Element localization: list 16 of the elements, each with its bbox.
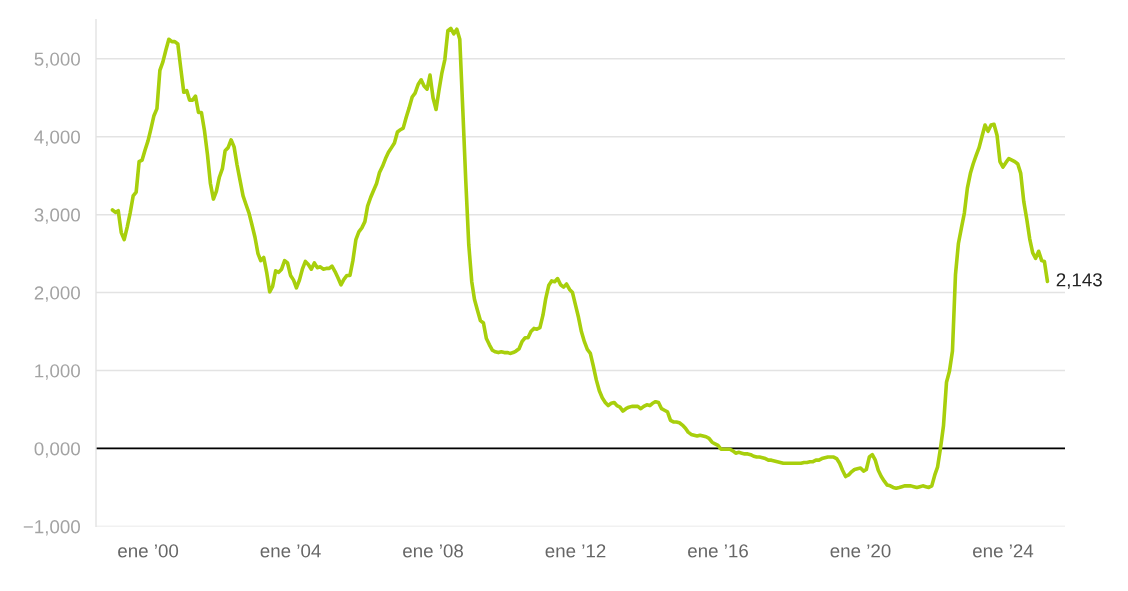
y-tick-label: 1,000 — [35, 364, 80, 380]
x-tick-label: ene ’24 — [973, 544, 1034, 558]
x-tick-label: ene ’04 — [260, 544, 321, 558]
x-tick-label: ene ’12 — [545, 544, 606, 558]
y-tick-label: 0,000 — [34, 442, 80, 458]
x-tick-label: ene ’20 — [830, 544, 891, 558]
x-tick-label: ene ’08 — [403, 544, 463, 558]
y-tick-label: 4,000 — [34, 130, 80, 146]
y-tick-label: −1,000 — [23, 520, 80, 536]
y-tick-label: 3,000 — [34, 208, 80, 224]
x-tick-label: ene ’00 — [118, 544, 179, 558]
line-series — [110, 26, 1050, 491]
x-tick-label: ene ’16 — [688, 544, 748, 558]
annotation: 2,143 — [1056, 273, 1102, 289]
y-tick-label: 5,000 — [34, 52, 80, 68]
y-tick-label: 2,000 — [34, 286, 80, 302]
